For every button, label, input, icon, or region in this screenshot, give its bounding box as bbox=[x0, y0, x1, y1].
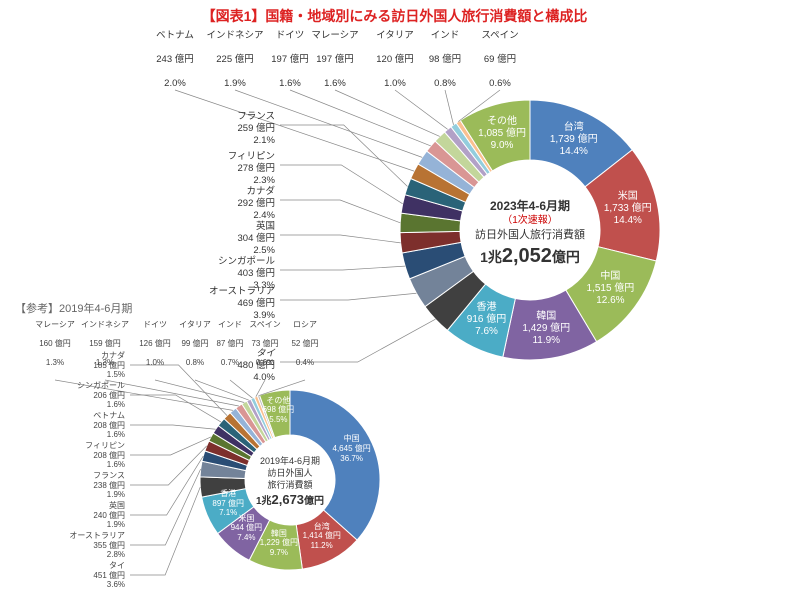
callout-フランス: フランス238 億円1.9% bbox=[40, 471, 125, 500]
callout-インドネシア: インドネシア225 億円1.9% bbox=[205, 30, 265, 89]
callout-ロシア: ロシア52 億円0.4% bbox=[275, 320, 335, 368]
callout-ベトナム: ベトナム243 億円2.0% bbox=[145, 30, 205, 89]
callout-タイ: タイ451 億円3.6% bbox=[40, 561, 125, 590]
callout-シンガポール: シンガポール206 億円1.6% bbox=[40, 381, 125, 410]
callout-フィリピン: フィリピン278 億円2.3% bbox=[190, 151, 275, 187]
callout-マレーシア: マレーシア197 億円1.6% bbox=[305, 30, 365, 89]
callout-フィリピン: フィリピン208 億円1.6% bbox=[40, 441, 125, 470]
ref-subtitle: 【参考】2019年4-6月期 bbox=[15, 300, 132, 316]
callout-英国: 英国240 億円1.9% bbox=[40, 501, 125, 530]
ref-center-text: 2019年4-6月期 訪日外国人 旅行消費額 1兆2,673億円 bbox=[240, 455, 340, 509]
callout-スペイン: スペイン69 億円0.6% bbox=[470, 30, 530, 89]
callout-インド: インド98 億円0.8% bbox=[415, 30, 475, 89]
callout-ベトナム: ベトナム208 億円1.6% bbox=[40, 411, 125, 440]
callout-オーストラリア: オーストラリア469 億円3.9% bbox=[190, 286, 275, 322]
callout-カナダ: カナダ292 億円2.4% bbox=[190, 186, 275, 222]
main-center-text: 2023年4-6月期 （1次速報） 訪日外国人旅行消費額 1兆2,052億円 bbox=[455, 198, 605, 270]
callout-フランス: フランス259 億円2.1% bbox=[190, 111, 275, 147]
callout-オーストラリア: オーストラリア355 億円2.8% bbox=[40, 531, 125, 560]
callout-英国: 英国304 億円2.5% bbox=[190, 221, 275, 257]
